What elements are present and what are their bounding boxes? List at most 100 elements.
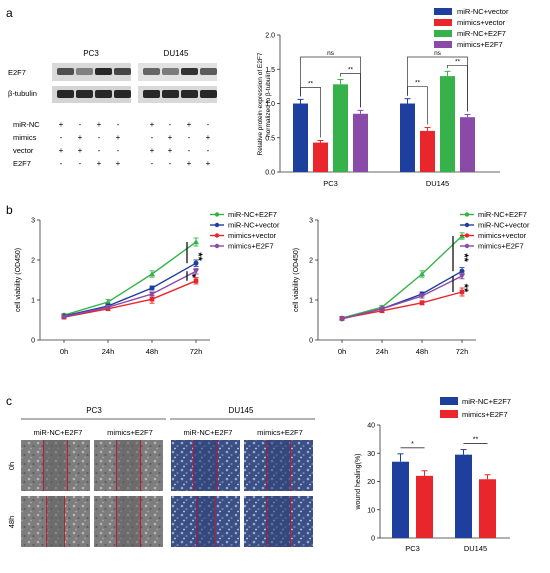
- chartB2-series-line: [341, 275, 463, 320]
- chartA-sig: **: [415, 80, 421, 87]
- chartB2-series-line: [341, 291, 463, 320]
- panel-label-c: c: [6, 394, 12, 408]
- wound-gap: [266, 496, 291, 547]
- wb-sign: -: [60, 133, 63, 142]
- chartB1-x-tick-label: 48h: [146, 347, 159, 356]
- panel-label-b: b: [6, 203, 13, 217]
- chartB2-series-line: [341, 235, 463, 319]
- chartA-sig: **: [455, 58, 461, 65]
- chartB2-legend-marker: [464, 222, 470, 228]
- wb-sign: +: [187, 159, 192, 168]
- wound-col-3: miR-NC+E2F7: [184, 428, 233, 437]
- wb-sign: -: [169, 159, 172, 168]
- chartC-y-tick-label: 0: [371, 536, 375, 543]
- wound-gap: [193, 440, 218, 491]
- chartC-bar: [479, 479, 496, 538]
- chartB2-point: [339, 316, 345, 322]
- wb-row-tubulin: β-tubulin: [8, 89, 37, 98]
- chartB1-point: [149, 271, 155, 277]
- wb-sign: +: [116, 133, 121, 142]
- chartB1-series-line: [63, 270, 197, 318]
- chartA-legend-label: miR-NC+vector: [457, 7, 509, 16]
- chartA-sig-ns: ns: [327, 50, 335, 57]
- wb-sign: -: [151, 133, 154, 142]
- wound-gap: [46, 496, 65, 547]
- wound-col-2: mimics+E2F7: [107, 428, 153, 437]
- chartB1-point: [149, 296, 155, 302]
- chartB1-legend-label: mimics+E2F7: [228, 242, 274, 251]
- chartB2-point: [379, 306, 385, 312]
- wb-sign: +: [78, 146, 83, 155]
- wb-band-e2f7-0: [57, 68, 74, 75]
- chartC-bar: [392, 461, 409, 538]
- chartA-legend-swatch: [434, 41, 452, 48]
- chartB1-point: [149, 285, 155, 291]
- wb-cond-vector: vector: [13, 146, 34, 155]
- chartA-legend-swatch: [434, 19, 452, 26]
- chartA-sig-ns-bracket: [300, 56, 361, 108]
- chartB2-y-label: cell viability (OD450): [293, 248, 300, 312]
- chartB1-sig-label: *: [192, 272, 197, 284]
- chartB1-x-tick-label: 0h: [60, 347, 68, 356]
- chartB2-point: [419, 300, 425, 306]
- wb-band-tubulin-5: [162, 90, 179, 98]
- wound-col-4: mimics+E2F7: [257, 428, 303, 437]
- chartC-x-tick-label: PC3: [405, 544, 420, 553]
- wb-sign: +: [206, 159, 211, 168]
- chartB2-y-tick-label: 2: [309, 258, 313, 265]
- chartB1-series-line: [63, 280, 197, 318]
- wb-band-e2f7-7: [200, 68, 217, 75]
- wb-band-e2f7-2: [95, 68, 112, 75]
- chartB2-legend-label: miR-NC+E2F7: [478, 210, 527, 219]
- chartB2-x-tick-label: 72h: [456, 347, 469, 356]
- chart-viability-pc3: 0 1 2 3 cell viability (OD450) 0h 24h 48h 72h miR…: [15, 210, 280, 356]
- panel-label-a: a: [6, 6, 13, 20]
- chart-viability-du145: 0 1 2 3 cell viability (OD450) 0h 24h 48h 72h miR…: [293, 210, 530, 356]
- chartB2-series-line: [341, 270, 463, 320]
- wb-band-tubulin-3: [114, 90, 131, 98]
- chartA-x-tick-label: PC3: [323, 179, 338, 188]
- chartC-bar: [455, 454, 472, 538]
- wb-band-tubulin-4: [143, 90, 160, 98]
- chartA-legend-swatch: [434, 30, 452, 37]
- wb-sign: +: [78, 133, 83, 142]
- chartB1-x-tick-label: 72h: [190, 347, 203, 356]
- chartB1-x-tick-label: 24h: [102, 347, 115, 356]
- chartA-y-tick-label: 0.0: [265, 170, 275, 177]
- chartA-legend-label: mimics+E2F7: [457, 40, 503, 49]
- chartC-sig-label: **: [473, 437, 479, 444]
- wb-sign: -: [207, 120, 210, 129]
- chartA-legend-label: mimics+vector: [457, 18, 506, 27]
- wound-col-1: miR-NC+E2F7: [34, 428, 83, 437]
- chartB1-point: [105, 305, 111, 311]
- chartB1-legend-marker: [214, 243, 220, 249]
- chartC-y-label: wound healing(%): [355, 453, 362, 510]
- chartB2-x-tick-label: 48h: [416, 347, 429, 356]
- chartB2-legend-label: mimics+E2F7: [478, 242, 524, 251]
- chartC-sig-label: *: [411, 441, 414, 448]
- chartB1-legend-label: mimics+vector: [228, 231, 277, 240]
- chartB1-y-tick-label: 3: [31, 218, 35, 225]
- chartB2-point: [459, 273, 465, 279]
- chartB1-legend-label: miR-NC+E2F7: [228, 210, 277, 219]
- chartB2-point: [459, 289, 465, 295]
- chartB2-legend-marker: [464, 212, 470, 217]
- wb-band-e2f7-4: [143, 68, 160, 75]
- wb-sign: -: [117, 146, 120, 155]
- chartA-x-tick-label: DU145: [426, 179, 449, 188]
- chartB1-y-tick-label: 1: [31, 298, 35, 305]
- wb-cond-e2f7: E2F7: [13, 159, 31, 168]
- chartB1-point: [193, 260, 199, 266]
- wb-sign: +: [168, 146, 173, 155]
- wb-sign: +: [150, 120, 155, 129]
- chartB2-legend-marker: [464, 243, 470, 249]
- wound-group-du145: DU145: [229, 406, 254, 415]
- wb-band-e2f7-3: [114, 68, 131, 75]
- wb-sign: +: [97, 120, 102, 129]
- wb-sign: -: [98, 133, 101, 142]
- wb-sign: -: [207, 146, 210, 155]
- chartB2-y-tick-label: 1: [309, 298, 313, 305]
- wb-sign: -: [98, 146, 101, 155]
- chartB2-legend-label: miR-NC+vector: [478, 221, 530, 230]
